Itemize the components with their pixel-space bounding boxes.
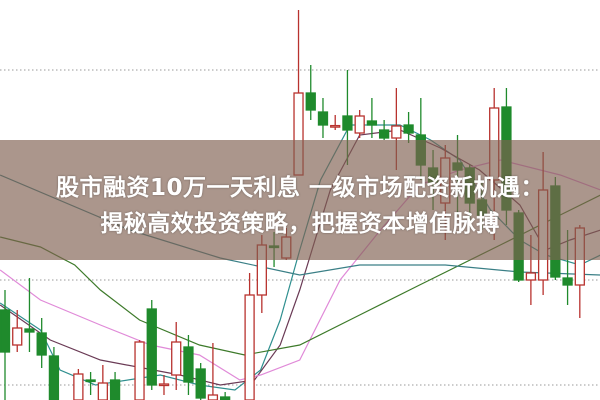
candle-body [305,92,316,111]
candle-body [158,383,170,387]
candle-up [171,322,182,390]
candle-up [207,343,219,400]
candle-body [354,115,365,134]
candle-body [195,368,206,399]
candle-down [146,300,157,390]
candle-body [97,382,108,400]
candle-body [378,129,390,139]
candle-down [48,347,60,400]
candle-body [525,272,537,281]
candle-down [24,278,35,352]
candle-up [97,365,108,400]
candle-down [36,318,47,368]
candle-down [85,372,96,395]
candle-body [317,111,329,126]
candle-down [219,392,231,400]
candle-down [378,120,390,140]
candle-up [244,273,255,400]
candle-body [48,355,60,400]
candle-body [73,373,84,400]
candle-body [109,379,121,400]
candle-up [12,310,23,352]
candle-down [317,98,329,138]
headline-banner [0,140,600,260]
candle-body [85,379,96,383]
candle-down [183,335,194,395]
candle-up [158,375,170,395]
headline-line-2: 揭秘高效投资策略，把握资本增值脉搏 [100,211,500,237]
candle-body [244,294,255,400]
candle-down [403,112,414,143]
candle-body [134,341,145,400]
candle-body [403,124,414,134]
candle-body [0,309,11,353]
candle-body [330,124,341,128]
candle-down [366,98,378,138]
candle-down [305,65,316,120]
candle-body [207,394,219,400]
candle-body [391,125,402,139]
candle-up [330,115,341,130]
candle-up [354,110,365,138]
candle-down [0,290,11,400]
candle-body [12,327,23,346]
headline-line-1: 股市融资10万一天利息 一级市场配资新机遇： [55,175,544,201]
candle-body [183,346,194,383]
candle-body [342,115,353,131]
candle-body [562,277,573,286]
candle-up [134,340,145,400]
candle-body [219,396,231,400]
candle-down [195,363,206,400]
candle-body [146,308,157,386]
candle-body [36,332,47,356]
candle-body [171,341,182,376]
candle-down [109,372,121,400]
candle-up [73,369,84,400]
candle-body [366,120,378,126]
candle-body [24,328,35,333]
